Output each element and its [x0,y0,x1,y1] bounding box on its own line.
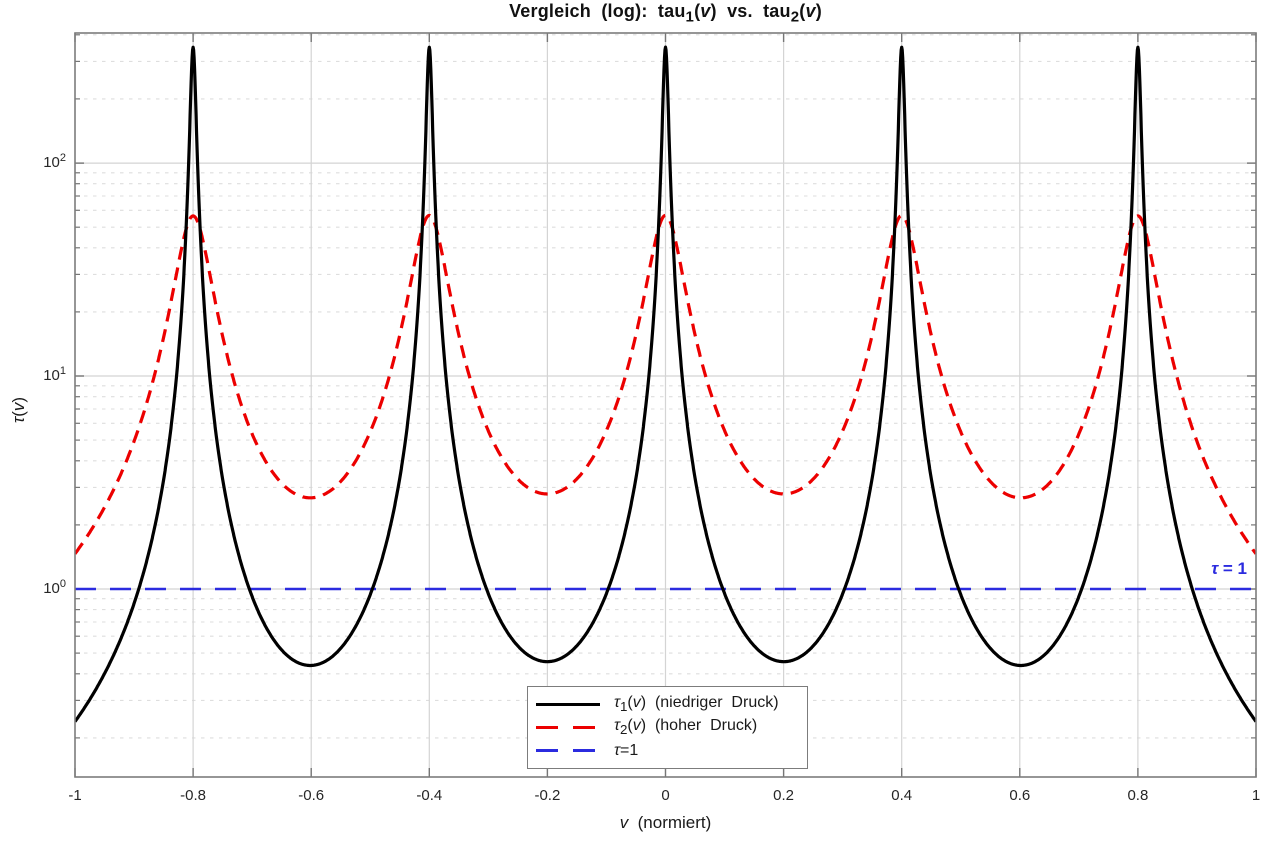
x-tick-label: 0 [661,787,670,804]
x-tick-label: -0.6 [298,787,325,804]
legend-label-tau-ref: τ=1 [614,741,639,759]
curve-tau2 [75,213,1256,555]
y-tick-label: 101 [43,365,66,385]
axes-box [74,32,1257,778]
curve-tau1 [75,45,1256,723]
y-tick-label: 102 [43,152,66,172]
legend-row-tau-ref: τ=1 [536,740,799,762]
x-tick-label: -0.2 [534,787,561,804]
legend-label-tau1: τ1(v) (niedriger Druck) [614,694,779,715]
legend-row-tau1: τ1(v) (niedriger Druck) [536,694,799,716]
y-tick-label: 100 [43,578,66,597]
legend-row-tau2: τ2(v) (hoher Druck) [536,717,799,739]
x-tick-label: -1 [68,787,82,804]
legend: τ1(v) (niedriger Druck) τ2(v) (hoher Dru… [527,686,808,769]
x-tick-label: -0.8 [180,787,207,804]
x-tick-label: 0.2 [773,787,795,804]
tau-equals-1-annotation: τ = 1 [1211,559,1247,578]
legend-line-sample-tau2 [536,725,600,730]
y-axis-label: τ(v) [9,396,28,424]
legend-line-sample-tau1 [536,702,600,707]
x-tick-label: 0.8 [1127,787,1149,804]
x-tick-label: 0.4 [891,787,913,804]
legend-line-sample-tau-ref [536,749,600,752]
chart-title: Vergleich (log): tau1(v) vs. tau2(v) [509,1,822,26]
x-axis-label: v (normiert) [619,813,712,832]
x-tick-label: -0.4 [416,787,443,804]
x-tick-label: 1 [1251,787,1261,804]
legend-label-tau2: τ2(v) (hoher Druck) [614,717,758,738]
x-tick-label: 0.6 [1009,787,1031,804]
